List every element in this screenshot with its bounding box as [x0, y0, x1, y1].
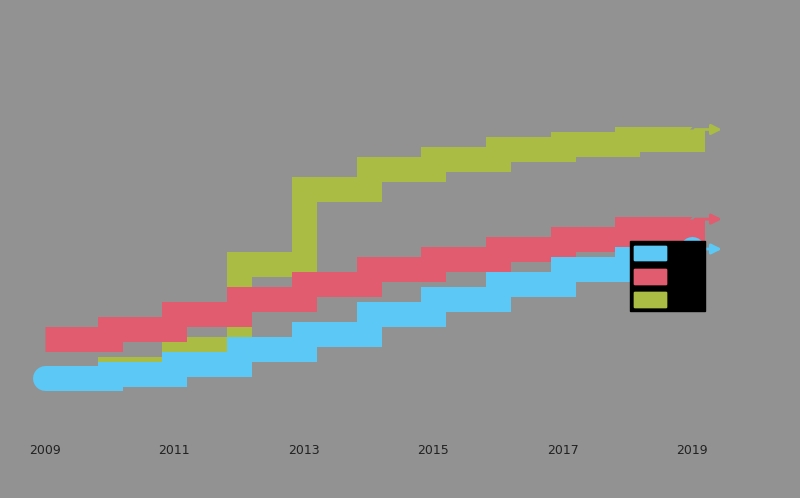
Bar	[634, 269, 666, 284]
Bar	[634, 292, 666, 307]
Bar	[634, 292, 666, 307]
Bar	[630, 242, 705, 311]
Bar	[634, 246, 666, 260]
Bar	[634, 269, 666, 284]
Bar	[634, 246, 666, 260]
